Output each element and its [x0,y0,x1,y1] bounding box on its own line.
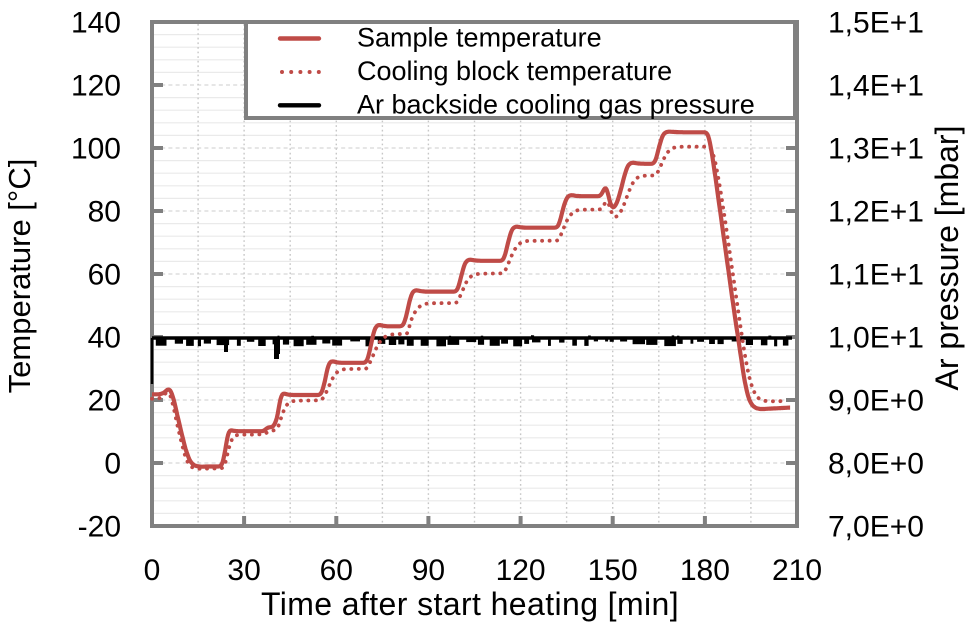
svg-text:1,1E+1: 1,1E+1 [828,259,924,292]
svg-text:210: 210 [772,554,822,587]
svg-text:Ar pressure [mbar]: Ar pressure [mbar] [929,126,965,391]
svg-text:8,0E+0: 8,0E+0 [828,448,924,481]
svg-text:Temperature [°C]: Temperature [°C] [2,159,37,394]
svg-text:30: 30 [227,554,260,587]
svg-text:40: 40 [88,322,121,355]
svg-text:Cooling block temperature: Cooling block temperature [357,56,672,86]
svg-text:1,5E+1: 1,5E+1 [828,7,924,40]
svg-text:Time after start heating [min]: Time after start heating [min] [261,586,679,622]
svg-text:-20: -20 [78,511,121,544]
svg-text:1,0E+1: 1,0E+1 [828,322,924,355]
svg-text:0: 0 [104,448,121,481]
svg-text:20: 20 [88,385,121,418]
svg-text:60: 60 [320,554,353,587]
svg-text:120: 120 [71,70,121,103]
svg-text:150: 150 [588,554,638,587]
svg-text:1,4E+1: 1,4E+1 [828,70,924,103]
svg-text:Ar backside cooling gas pressu: Ar backside cooling gas pressure [357,89,755,119]
svg-text:180: 180 [680,554,730,587]
svg-text:100: 100 [71,133,121,166]
svg-text:80: 80 [88,196,121,229]
svg-text:60: 60 [88,259,121,292]
svg-text:120: 120 [496,554,546,587]
svg-text:0: 0 [144,554,161,587]
svg-text:1,2E+1: 1,2E+1 [828,196,924,229]
svg-text:9,0E+0: 9,0E+0 [828,385,924,418]
svg-text:Sample temperature: Sample temperature [357,23,602,53]
svg-text:1,3E+1: 1,3E+1 [828,133,924,166]
svg-text:7,0E+0: 7,0E+0 [828,511,924,544]
svg-text:140: 140 [71,7,121,40]
svg-text:90: 90 [412,554,445,587]
